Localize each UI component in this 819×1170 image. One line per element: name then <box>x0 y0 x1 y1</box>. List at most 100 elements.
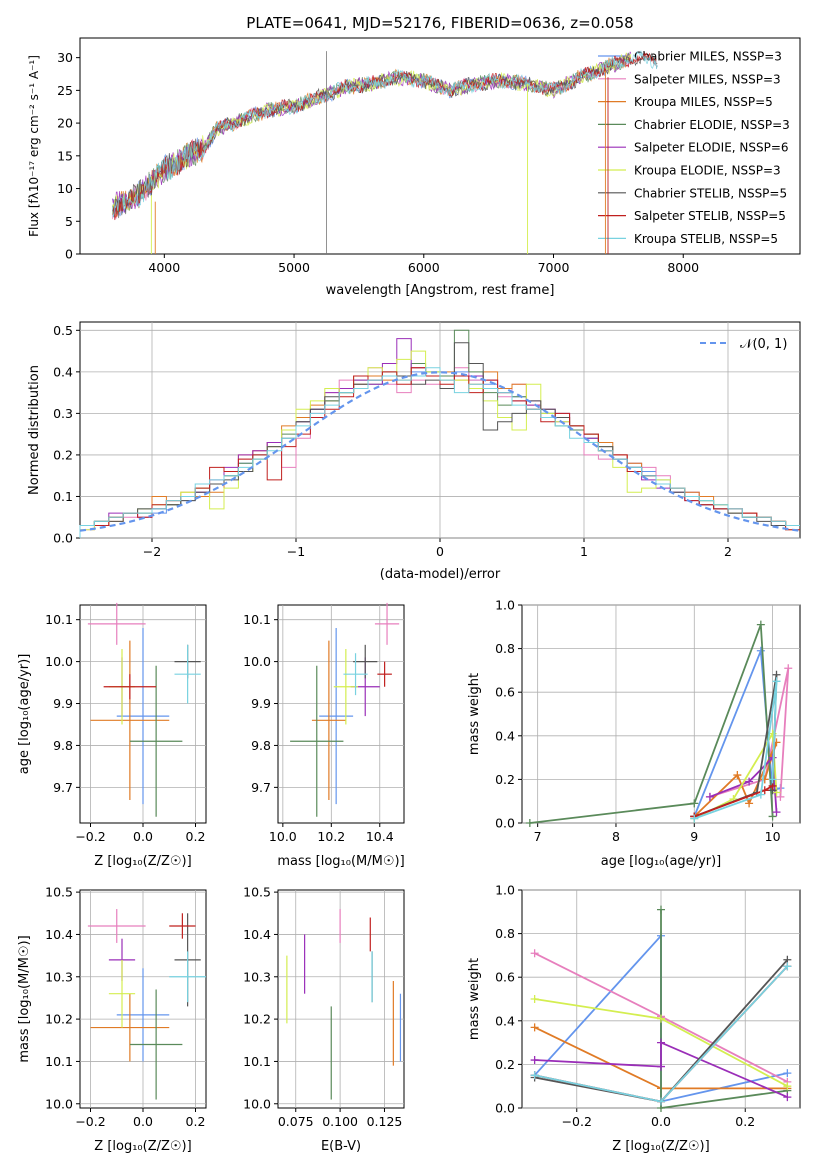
mass-vs-Z-y-label: mass [log₁₀(M/M☉)] <box>17 935 32 1062</box>
weight-vs-Z-marker <box>657 905 665 914</box>
weight-vs-age-marker <box>690 814 699 823</box>
weight-vs-Z-marker <box>657 1062 665 1071</box>
spectrum-legend-label: Chabrier ELODIE, NSSP=3 <box>634 118 790 132</box>
weight-vs-age-x-tick-label: 8 <box>612 829 620 844</box>
normal-legend-label: 𝒩(0, 1) <box>740 337 787 352</box>
residuals-x-tick-label: 0 <box>436 544 444 559</box>
weight-vs-Z-y-label: mass weight <box>467 958 482 1040</box>
weight-vs-Z-marker <box>530 995 539 1003</box>
age-vs-mass-y-tick-label: 9.7 <box>251 780 271 795</box>
weight-vs-age-marker <box>705 792 714 801</box>
spectrum-axes <box>79 37 801 255</box>
weight-vs-Z-marker <box>657 1038 665 1047</box>
age-vs-Z-y-tick-label: 9.7 <box>53 780 73 795</box>
spectrum-y-tick-label: 30 <box>57 50 73 65</box>
residuals-x-tick-label: −1 <box>287 544 305 559</box>
mass-vs-Z-x-label: Z [log₁₀(Z/Z☉)] <box>94 1139 191 1154</box>
mass-vs-EBV-x-tick-label: 0.100 <box>322 1114 358 1129</box>
weight-vs-age-marker <box>756 620 765 629</box>
residuals-panel: (data-model)/error Normed distribution 𝒩… <box>27 321 801 582</box>
plot-marks: 4000 5000 6000 7000 8000 0 5 10 15 20 25 30 −2 −1 0 1 2 0… <box>45 50 801 1129</box>
weight-vs-age-marker <box>690 799 699 808</box>
spectrum-legend-label: Kroupa STELIB, NSSP=5 <box>634 232 778 246</box>
weight-vs-Z-marker <box>783 1093 792 1102</box>
spectrum-legend-label: Salpeter ELODIE, NSSP=6 <box>634 141 789 155</box>
age-vs-Z-x-tick-label: 0.0 <box>133 829 153 844</box>
weight-vs-Z-marker <box>530 1023 539 1032</box>
weight-vs-Z-x-tick-label: 0.2 <box>735 1114 755 1129</box>
residuals-y-label: Normed distribution <box>27 365 42 495</box>
mass-vs-Z-y-tick-label: 10.4 <box>45 927 73 942</box>
weight-vs-age-marker <box>776 792 785 801</box>
normal-curve <box>79 371 801 532</box>
weight-vs-age-marker <box>745 799 754 808</box>
residuals-y-tick-label: 0.2 <box>53 447 73 462</box>
mass-vs-EBV-x-label: E(B-V) <box>321 1139 361 1154</box>
age-vs-mass-y-tick-label: 10.1 <box>243 612 271 627</box>
age-vs-Z-y-tick-label: 10.0 <box>45 654 73 669</box>
age-vs-mass-x-tick-label: 10.4 <box>366 829 394 844</box>
age-vs-mass-y-tick-label: 9.8 <box>251 738 271 753</box>
age-vs-mass-panel: mass [log₁₀(M/M☉)] <box>277 604 405 869</box>
weight-vs-age-x-label: age [log₁₀(age/yr)] <box>601 854 722 869</box>
mass-vs-Z-y-tick-label: 10.5 <box>45 885 73 900</box>
weight-vs-age-marker <box>745 777 754 786</box>
mass-vs-Z-y-tick-label: 10.0 <box>45 1096 73 1111</box>
weight-vs-age-line <box>693 681 778 820</box>
weight-vs-Z-marker <box>783 1069 792 1078</box>
weight-vs-Z-y-tick-label: 0.2 <box>495 1057 515 1072</box>
weight-vs-Z-marker <box>657 1014 665 1023</box>
weight-vs-age-line <box>709 668 790 798</box>
mass-vs-Z-y-tick-label: 10.3 <box>45 969 73 984</box>
mass-vs-EBV-x-tick-label: 0.075 <box>278 1114 314 1129</box>
mass-vs-Z-y-tick-label: 10.2 <box>45 1012 73 1027</box>
age-vs-Z-x-label: Z [log₁₀(Z/Z☉)] <box>94 854 191 869</box>
spectrum-x-tick-label: 7000 <box>538 260 570 275</box>
mass-vs-Z-x-tick-label: 0.0 <box>133 1114 153 1129</box>
weight-vs-age-x-tick-label: 9 <box>690 829 698 844</box>
mass-vs-EBV-y-tick-label: 10.4 <box>243 927 271 942</box>
mass-vs-EBV-panel: E(B-V) <box>277 889 405 1154</box>
weight-vs-age-marker <box>768 812 777 821</box>
weight-vs-Z-marker <box>657 1097 665 1106</box>
age-vs-Z-y-tick-label: 9.8 <box>53 738 73 753</box>
weight-vs-Z-x-label: Z [log₁₀(Z/Z☉)] <box>612 1139 709 1154</box>
residuals-x-tick-label: 1 <box>580 544 588 559</box>
spectrum-panel: PLATE=0641, MJD=52176, FIBERID=0636, z=0… <box>27 14 801 298</box>
weight-vs-age-y-tick-label: 0.6 <box>495 685 515 700</box>
spectrum-legend-label: Kroupa ELODIE, NSSP=3 <box>634 164 781 178</box>
spectrum-x-label: wavelength [Angstrom, rest frame] <box>326 283 555 298</box>
age-vs-mass-y-tick-label: 10.0 <box>243 654 271 669</box>
spectrum-line <box>112 52 631 217</box>
age-vs-mass-x-tick-label: 10.2 <box>317 829 345 844</box>
spectrum-x-tick-label: 5000 <box>278 260 310 275</box>
mass-vs-EBV-y-tick-label: 10.3 <box>243 969 271 984</box>
weight-vs-age-y-tick-label: 0.2 <box>495 772 515 787</box>
weight-vs-age-y-tick-label: 0.4 <box>495 728 515 743</box>
spectrum-legend-label: Salpeter MILES, NSSP=3 <box>634 72 781 86</box>
weight-vs-age-y-tick-label: 1.0 <box>495 598 515 613</box>
spectrum-x-tick-label: 4000 <box>148 260 180 275</box>
weight-vs-Z-y-tick-label: 0.6 <box>495 970 515 985</box>
spectrum-line <box>112 51 632 213</box>
weight-vs-Z-line <box>534 1041 788 1098</box>
spectrum-y-tick-label: 0 <box>65 247 73 262</box>
mass-vs-EBV-y-tick-label: 10.5 <box>243 885 271 900</box>
weight-vs-age-marker <box>772 808 781 817</box>
age-vs-Z-panel: Z [log₁₀(Z/Z☉)] age [log₁₀(age/yr)] <box>17 604 207 869</box>
age-vs-Z-y-tick-label: 10.1 <box>45 612 73 627</box>
age-vs-Z-y-tick-label: 9.9 <box>53 696 73 711</box>
spectrum-legend-label: Chabrier STELIB, NSSP=5 <box>634 186 787 200</box>
weight-vs-age-line <box>529 624 774 824</box>
spectrum-legend-label: Salpeter STELIB, NSSP=5 <box>634 209 786 223</box>
spectrum-y-tick-label: 15 <box>57 148 73 163</box>
weight-vs-age-marker <box>768 775 777 784</box>
weight-vs-age-y-label: mass weight <box>467 673 482 755</box>
mass-vs-EBV-y-tick-label: 10.0 <box>243 1096 271 1111</box>
spectrum-legend-label: Chabrier MILES, NSSP=3 <box>634 50 782 64</box>
spectrum-line <box>112 52 632 214</box>
mass-vs-EBV-x-tick-label: 0.125 <box>367 1114 403 1129</box>
weight-vs-Z-marker <box>530 1056 539 1065</box>
spectrum-title: PLATE=0641, MJD=52176, FIBERID=0636, z=0… <box>246 14 633 32</box>
mass-vs-Z-x-tick-label: 0.2 <box>186 1114 206 1129</box>
